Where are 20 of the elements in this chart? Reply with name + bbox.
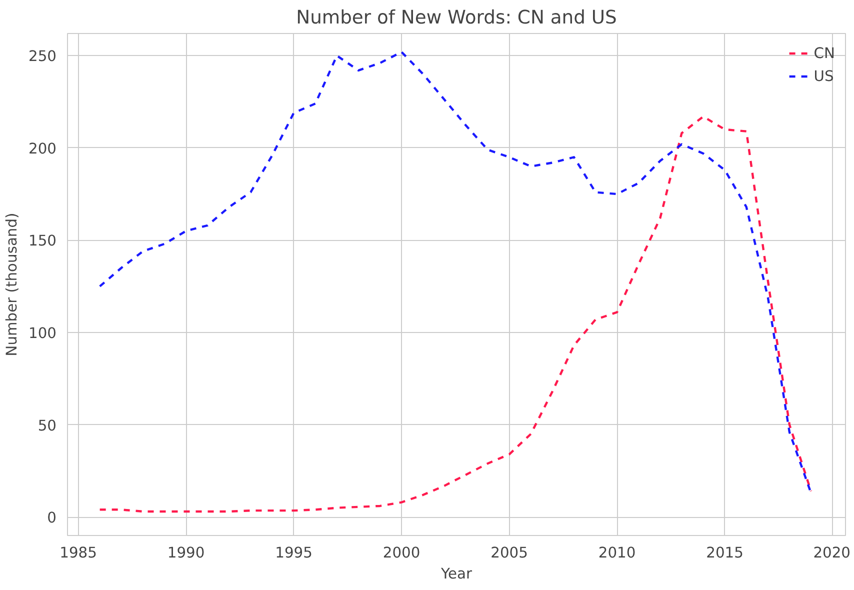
x-tick-label: 2015	[706, 544, 744, 562]
y-tick-label: 100	[28, 324, 57, 342]
legend-label: CN	[814, 44, 835, 62]
y-tick-label: 0	[47, 510, 57, 527]
y-tick-label: 200	[28, 140, 57, 158]
y-axis-title: Number (thousand)	[4, 212, 21, 356]
x-tick-label: 1995	[275, 544, 312, 562]
y-tick-label: 50	[38, 417, 57, 434]
x-axis-title: Year	[440, 566, 473, 582]
x-tick-label: 1990	[167, 544, 205, 562]
legend-label: US	[814, 68, 834, 84]
x-tick-label: 2020	[813, 544, 851, 562]
x-tick-label: 2010	[598, 544, 636, 562]
x-tick-label: 2005	[490, 544, 528, 562]
line-series	[98, 115, 812, 513]
chart-title: Number of New Words: CN and US	[296, 8, 617, 28]
x-tick-label: 1985	[60, 544, 97, 562]
y-tick-label: 250	[28, 48, 57, 66]
y-tick-label: 150	[28, 232, 57, 250]
x-tick-label: 2000	[382, 544, 420, 562]
